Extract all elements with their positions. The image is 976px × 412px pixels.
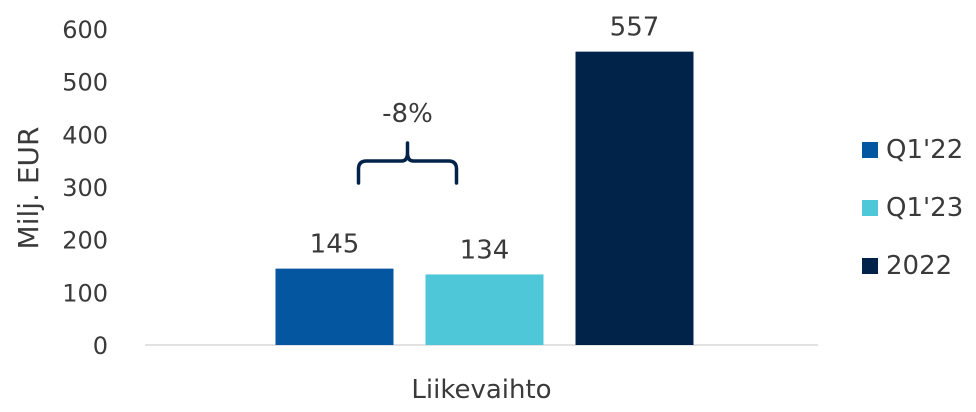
y-tick-label: 0 xyxy=(93,332,108,360)
data-label: 134 xyxy=(460,235,510,265)
y-axis-label: Milj. EUR xyxy=(12,127,45,250)
legend-swatch xyxy=(862,200,878,216)
legend-label: Q1'22 xyxy=(886,135,963,165)
bars xyxy=(275,51,694,345)
change-annotation: -8% xyxy=(356,99,459,185)
legend-swatch xyxy=(862,142,878,158)
bar-q123 xyxy=(425,274,544,345)
y-tick-label: 100 xyxy=(62,279,108,307)
bar-q122 xyxy=(275,268,394,345)
change-annotation-label: -8% xyxy=(382,99,433,129)
data-label: 145 xyxy=(310,230,360,260)
y-tick-label: 200 xyxy=(62,227,108,255)
y-tick-label: 600 xyxy=(62,16,108,44)
x-axis-categories: Liikevaihto xyxy=(411,375,551,405)
legend-swatch xyxy=(862,258,878,274)
bar-2022 xyxy=(575,51,694,345)
x-category-label: Liikevaihto xyxy=(411,375,551,405)
legend: Q1'22 Q1'23 2022 xyxy=(862,135,963,281)
data-label: 557 xyxy=(610,13,660,43)
y-tick-label: 400 xyxy=(62,121,108,149)
data-labels: 145 134 557 xyxy=(310,13,660,266)
brace-shape xyxy=(356,141,459,185)
legend-label: 2022 xyxy=(886,251,952,281)
legend-label: Q1'23 xyxy=(886,193,963,223)
y-axis-ticks: 0 100 200 300 400 500 600 xyxy=(62,16,108,360)
y-tick-label: 500 xyxy=(62,69,108,97)
y-tick-label: 300 xyxy=(62,174,108,202)
